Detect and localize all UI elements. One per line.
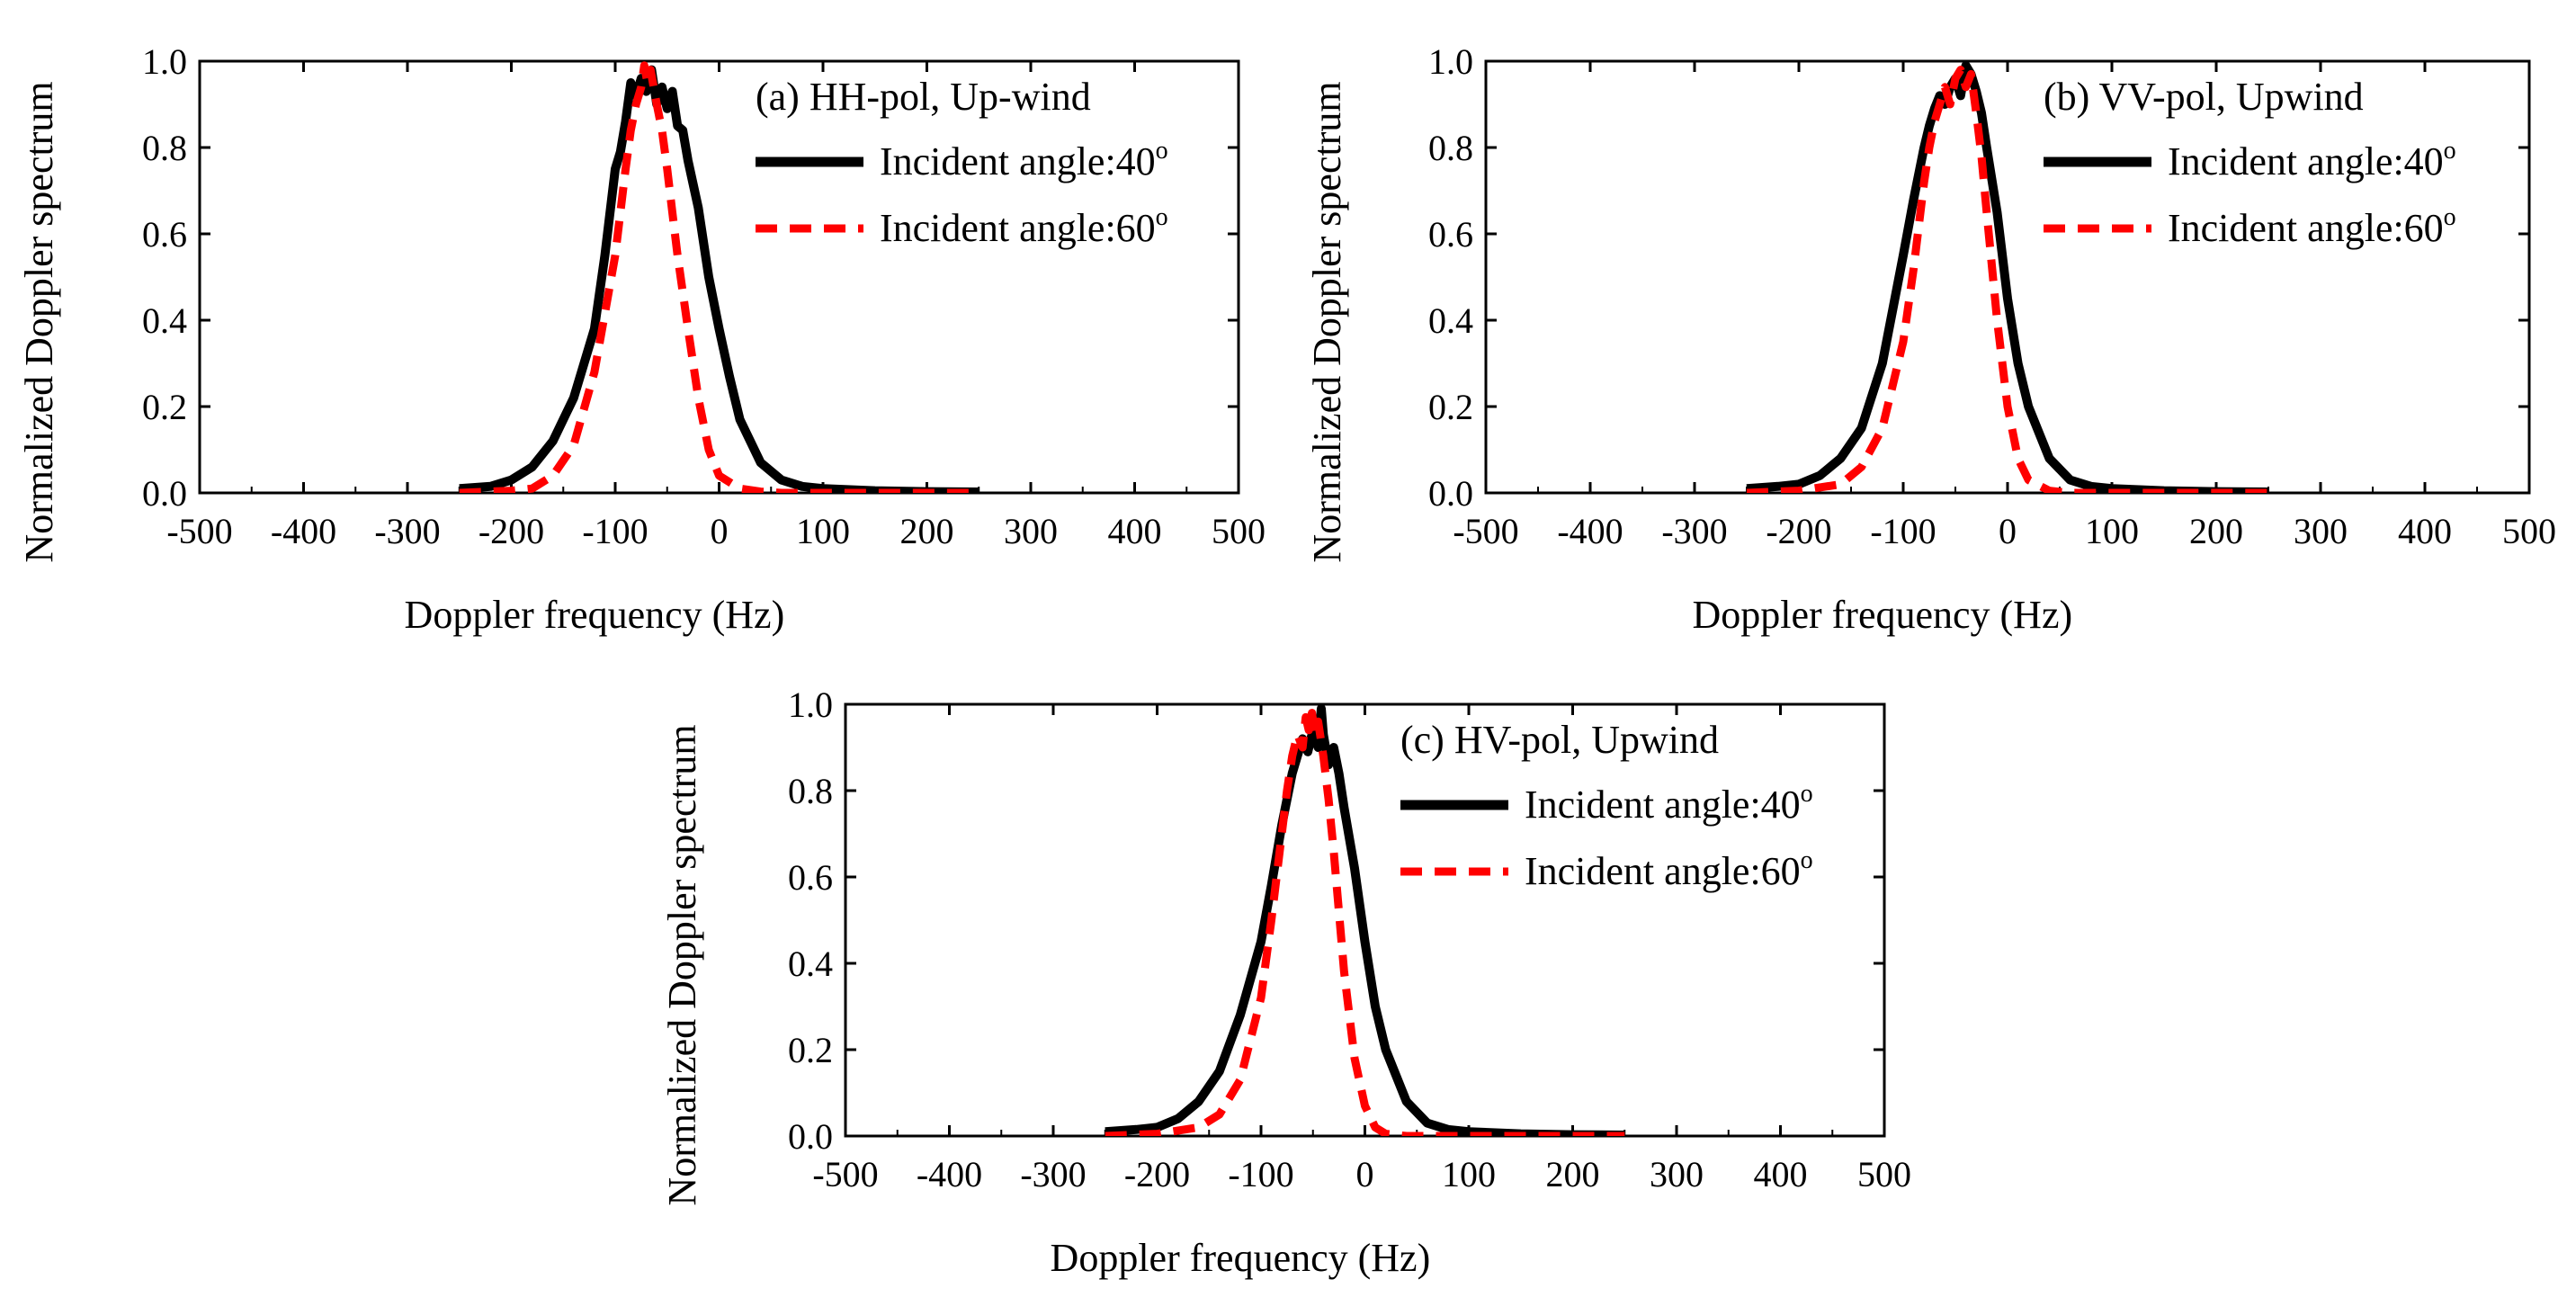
x-tick-label: -300: [1020, 1154, 1086, 1194]
series-line-1: [1105, 703, 1625, 1136]
series-line-2: [1105, 709, 1625, 1136]
y-tick-label: 0.8: [1428, 128, 1473, 168]
degree-superscript: o: [1801, 780, 1813, 808]
x-tick-label: -200: [1766, 511, 1831, 551]
y-tick-label: 0.0: [1428, 473, 1473, 514]
legend-label-2: Incident angle:60o: [880, 203, 1168, 250]
x-tick-label: 0: [1356, 1154, 1374, 1194]
y-tick-label: 0.6: [142, 214, 187, 255]
x-tick-label: 400: [1108, 511, 1162, 551]
x-tick-label: -100: [1870, 511, 1936, 551]
chart-panel-3: -500 -400 -300 -200 -100 0 100 200 300 400 500 0.0 0…: [660, 684, 1911, 1280]
x-tick-label: 200: [900, 511, 954, 551]
x-tick-label: 100: [1442, 1154, 1496, 1194]
panel-label: (b) VV-pol, Upwind: [2044, 75, 2364, 119]
x-axis-title: Doppler frequency (Hz): [405, 593, 785, 637]
degree-superscript: o: [1801, 846, 1813, 874]
x-tick-label: -100: [1228, 1154, 1293, 1194]
legend-label-1: Incident angle:40o: [1525, 780, 1813, 827]
series-line-2: [459, 61, 979, 493]
chart-panel-2: -500 -400 -300 -200 -100 0 100 200 300 400 500 0.0 0…: [1305, 41, 2556, 637]
x-tick-label: 0: [1999, 511, 2017, 551]
x-tick-label: 500: [1857, 1154, 1911, 1194]
y-tick-label: 0.8: [142, 128, 187, 168]
x-tick-label: -300: [374, 511, 440, 551]
x-tick-label: -100: [582, 511, 648, 551]
series-line-1: [1746, 60, 2269, 493]
x-tick-label: -400: [1557, 511, 1623, 551]
x-tick-label: -400: [917, 1154, 982, 1194]
y-tick-label: 0.2: [788, 1030, 833, 1070]
legend-label-1: Incident angle:40o: [880, 137, 1168, 183]
x-tick-label: -300: [1661, 511, 1727, 551]
x-tick-label: 300: [1004, 511, 1058, 551]
x-tick-label: 300: [1650, 1154, 1704, 1194]
legend-label-1: Incident angle:40o: [2168, 137, 2456, 183]
x-tick-label: 100: [2085, 511, 2139, 551]
x-tick-label: 500: [1212, 511, 1266, 551]
y-tick-label: 0.6: [1428, 214, 1473, 255]
y-tick-label: 0.4: [1428, 300, 1473, 341]
x-tick-label: -400: [271, 511, 336, 551]
plot-frame: [198, 59, 1240, 495]
panel-label: (a) HH-pol, Up-wind: [756, 75, 1091, 119]
degree-superscript: o: [2444, 137, 2456, 165]
y-tick-label: 1.0: [1428, 41, 1473, 82]
degree-superscript: o: [1156, 203, 1168, 231]
x-tick-label: 200: [1546, 1154, 1600, 1194]
y-tick-label: 0.4: [788, 944, 833, 984]
y-tick-label: 1.0: [142, 41, 187, 82]
y-tick-label: 0.0: [142, 473, 187, 514]
x-tick-label: 400: [1754, 1154, 1808, 1194]
x-axis-title: Doppler frequency (Hz): [1692, 593, 2072, 637]
y-axis-title: Normalized Doppler spectrum: [660, 724, 704, 1205]
chart-panel-1: -500 -400 -300 -200 -100 0 100 200 300 400 500 0.0 0…: [17, 41, 1266, 637]
x-tick-label: 200: [2189, 511, 2243, 551]
x-tick-label: 300: [2294, 511, 2348, 551]
y-tick-label: 0.6: [788, 857, 833, 898]
degree-superscript: o: [2444, 203, 2456, 231]
x-tick-label: -200: [1124, 1154, 1190, 1194]
x-tick-label: 400: [2398, 511, 2452, 551]
degree-superscript: o: [1156, 137, 1168, 165]
legend-label-2: Incident angle:60o: [1525, 846, 1813, 893]
legend-label-2: Incident angle:60o: [2168, 203, 2456, 250]
y-tick-label: 0.2: [142, 387, 187, 427]
x-tick-label: -500: [166, 511, 232, 551]
x-tick-label: 0: [711, 511, 729, 551]
x-tick-label: -500: [812, 1154, 878, 1194]
y-tick-label: 0.4: [142, 300, 187, 341]
series-line-2: [1746, 66, 2268, 493]
x-tick-label: 100: [796, 511, 850, 551]
y-tick-label: 0.2: [1428, 387, 1473, 427]
y-tick-label: 1.0: [788, 684, 833, 725]
x-axis-title: Doppler frequency (Hz): [1051, 1236, 1431, 1280]
panel-label: (c) HV-pol, Upwind: [1400, 718, 1719, 762]
y-tick-label: 0.0: [788, 1116, 833, 1157]
x-tick-label: -200: [479, 511, 544, 551]
y-axis-title: Normalized Doppler spectrum: [1305, 81, 1349, 562]
y-tick-label: 0.8: [788, 771, 833, 811]
x-tick-label: 500: [2502, 511, 2556, 551]
series-line-1: [459, 65, 979, 493]
x-tick-label: -500: [1453, 511, 1518, 551]
y-axis-title: Normalized Doppler spectrum: [17, 81, 61, 562]
